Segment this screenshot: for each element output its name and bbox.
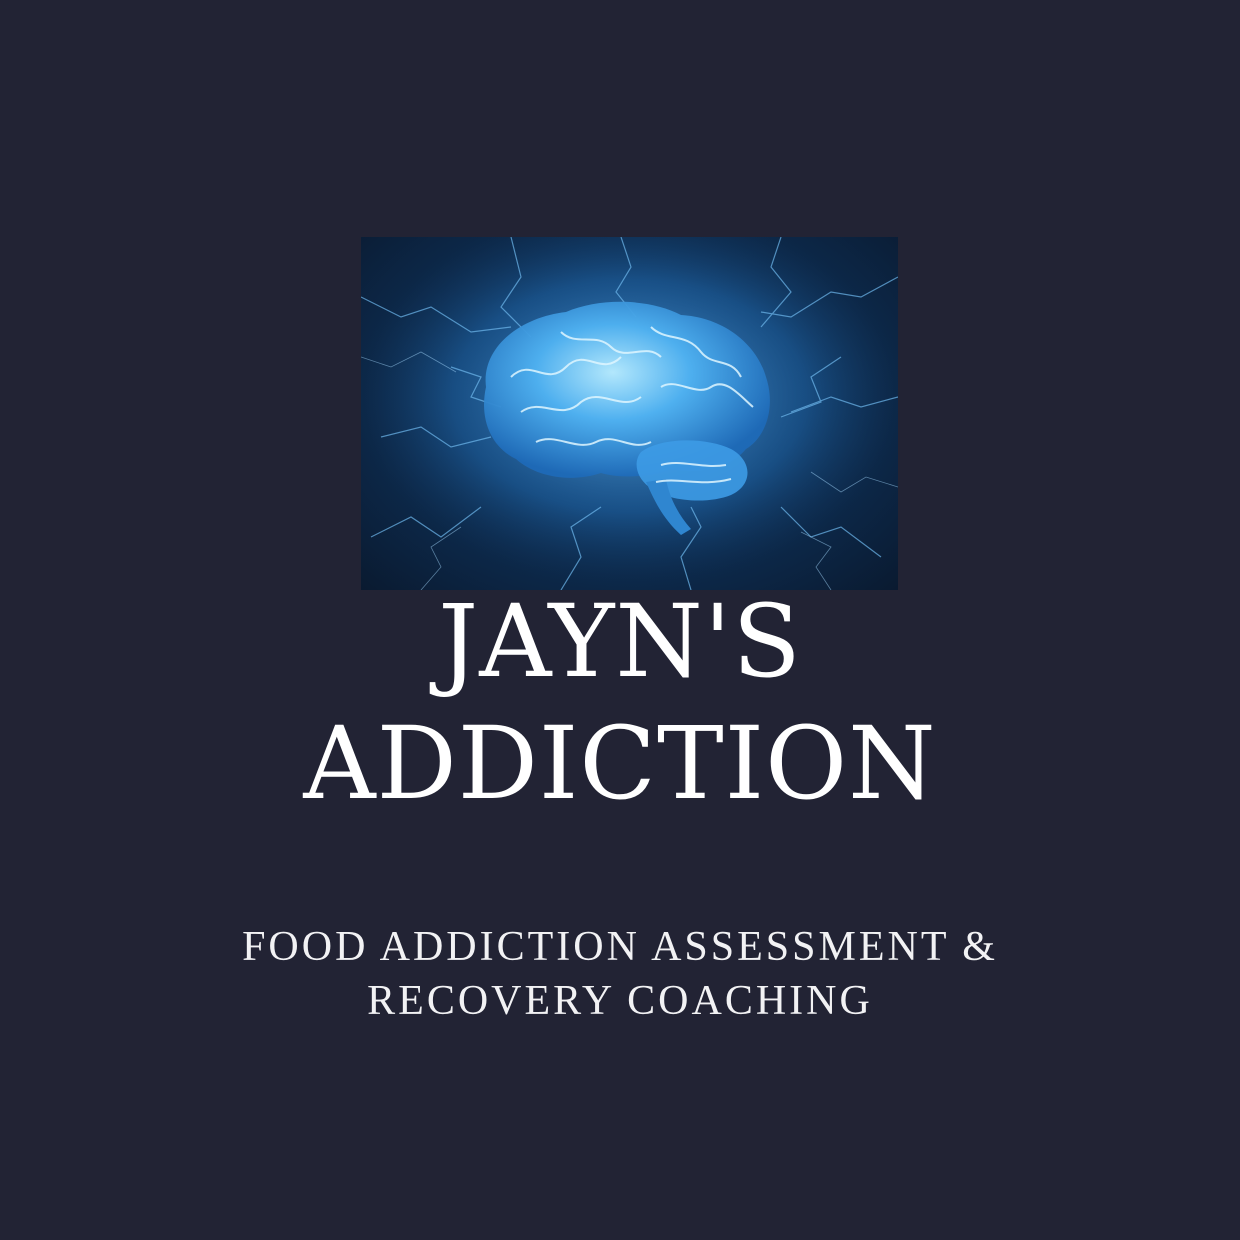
title-line-2: ADDICTION [303, 705, 937, 822]
title-line-1: JAYN'S [438, 583, 802, 700]
brain-image [361, 237, 898, 590]
brain-icon [361, 237, 898, 590]
subtitle-line-1: FOOD ADDICTION ASSESSMENT & [242, 924, 998, 970]
subtitle-line-2: RECOVERY COACHING [367, 978, 873, 1024]
